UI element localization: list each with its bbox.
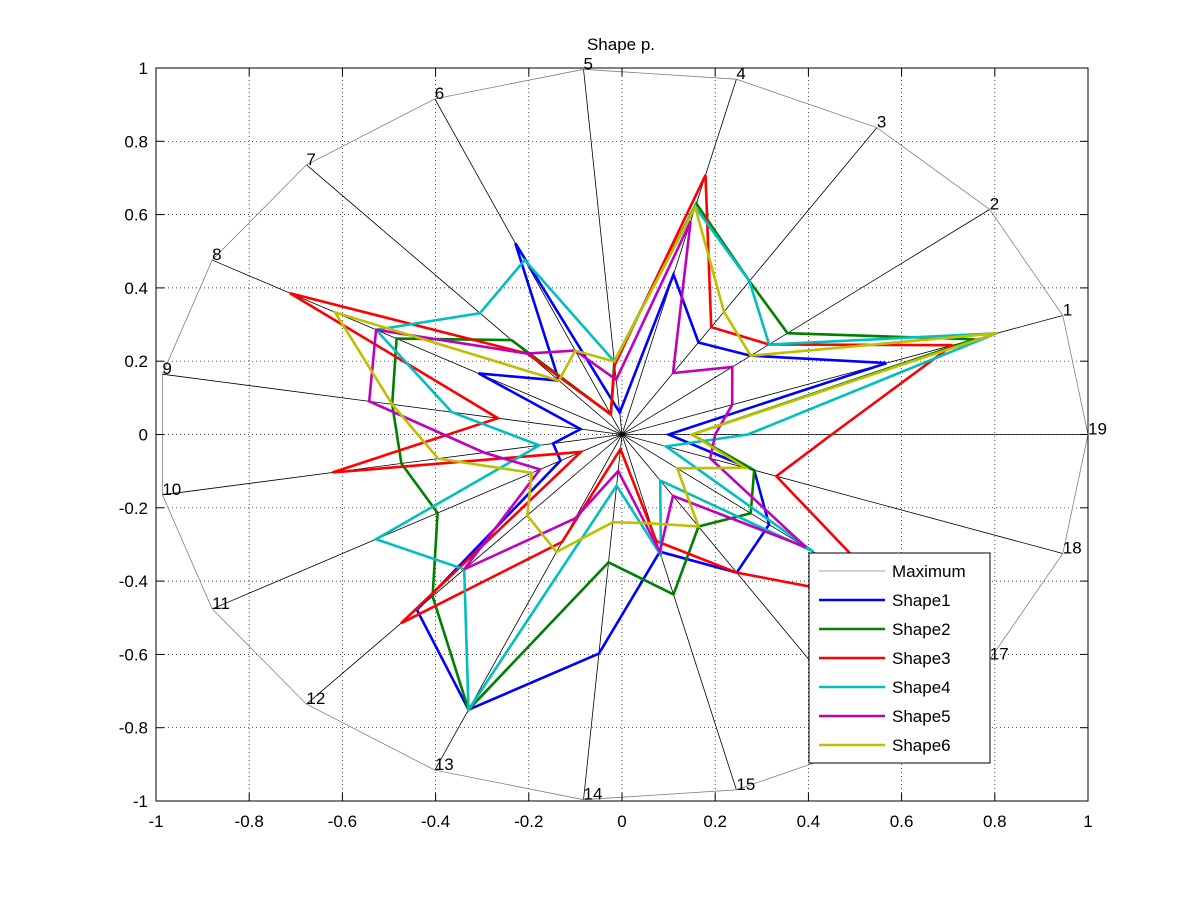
y-tick-label: -0.4 <box>119 572 148 591</box>
x-tick-label: 0.8 <box>983 812 1007 831</box>
spoke-label: 11 <box>212 594 230 613</box>
y-tick-label: -0.8 <box>119 719 148 738</box>
legend: Maximum Shape1 Shape2 Shape3 Shape4 Shape5 Sha… <box>808 552 991 764</box>
legend-label: Maximum <box>892 562 966 581</box>
spoke-label: 2 <box>990 194 999 213</box>
spoke-label: 6 <box>435 84 444 103</box>
legend-label: Shape5 <box>892 707 951 726</box>
series-line-shape1 <box>415 242 887 712</box>
spoke-line <box>434 434 623 771</box>
spoke-label: 4 <box>736 64 745 83</box>
spoke-line <box>212 434 623 610</box>
spoke-line <box>621 434 1063 554</box>
spoke-labels: 12345678910111213141516171819 <box>162 54 1107 803</box>
y-tick-label: 0.6 <box>124 206 148 225</box>
x-tick-label: -1 <box>148 812 163 831</box>
x-tick-label: -0.2 <box>514 812 543 831</box>
spoke-label: 13 <box>435 755 454 774</box>
x-tick-label: 0 <box>617 812 626 831</box>
legend-label: Shape4 <box>892 678 951 697</box>
legend-label: Shape3 <box>892 649 951 668</box>
spoke-line <box>212 259 623 435</box>
legend-label: Shape2 <box>892 620 951 639</box>
spoke-label: 10 <box>162 480 181 499</box>
chart-title: Shape p. <box>587 35 655 54</box>
spoke-label: 17 <box>990 645 1009 664</box>
x-tick-label: 1 <box>1083 812 1092 831</box>
x-tick-label: -0.8 <box>235 812 264 831</box>
spoke-label: 9 <box>162 359 171 378</box>
spoke-label: 14 <box>584 785 603 804</box>
spoke-label: 5 <box>584 54 593 73</box>
axis-ticks: -1 -0.8 -0.6 -0.4 -0.2 0 0.2 0.4 0.6 0.8 110.80.60… <box>119 59 1093 831</box>
y-tick-label: 0.8 <box>124 132 148 151</box>
spoke-line <box>306 164 623 435</box>
y-tick-label: -0.2 <box>119 499 148 518</box>
x-tick-label: 0.2 <box>703 812 727 831</box>
spoke-label: 3 <box>877 113 886 132</box>
spoke-label: 15 <box>736 775 755 794</box>
series-line-shape6 <box>332 203 998 554</box>
spoke-line <box>583 69 623 435</box>
x-tick-label: 0.6 <box>890 812 914 831</box>
spoke-label: 8 <box>212 245 221 264</box>
legend-label: Shape1 <box>892 591 951 610</box>
y-tick-label: 1 <box>139 59 148 78</box>
legend-items: Maximum Shape1 Shape2 Shape3 Shape4 Shape5 Sha… <box>819 562 966 755</box>
spoke-line <box>621 434 737 790</box>
y-tick-label: 0.4 <box>124 279 148 298</box>
spoke-label: 1 <box>1063 300 1072 319</box>
series-line-shape5 <box>367 220 807 571</box>
spoke-line <box>621 209 990 435</box>
y-tick-label: -1 <box>133 792 148 811</box>
spoke-label: 19 <box>1088 420 1107 439</box>
x-tick-label: -0.6 <box>328 812 357 831</box>
spoke-line <box>583 434 623 800</box>
spoke-label: 12 <box>306 689 325 708</box>
y-tick-label: 0 <box>139 426 148 445</box>
spoke-label: 18 <box>1063 539 1082 558</box>
x-tick-label: -0.4 <box>421 812 450 831</box>
x-tick-label: 0.4 <box>797 812 821 831</box>
spoke-label: 7 <box>306 150 315 169</box>
legend-label: Shape6 <box>892 736 951 755</box>
y-tick-label: -0.6 <box>119 645 148 664</box>
spoke-line <box>162 434 623 496</box>
y-tick-label: 0.2 <box>124 352 148 371</box>
spoke-line <box>621 79 737 435</box>
